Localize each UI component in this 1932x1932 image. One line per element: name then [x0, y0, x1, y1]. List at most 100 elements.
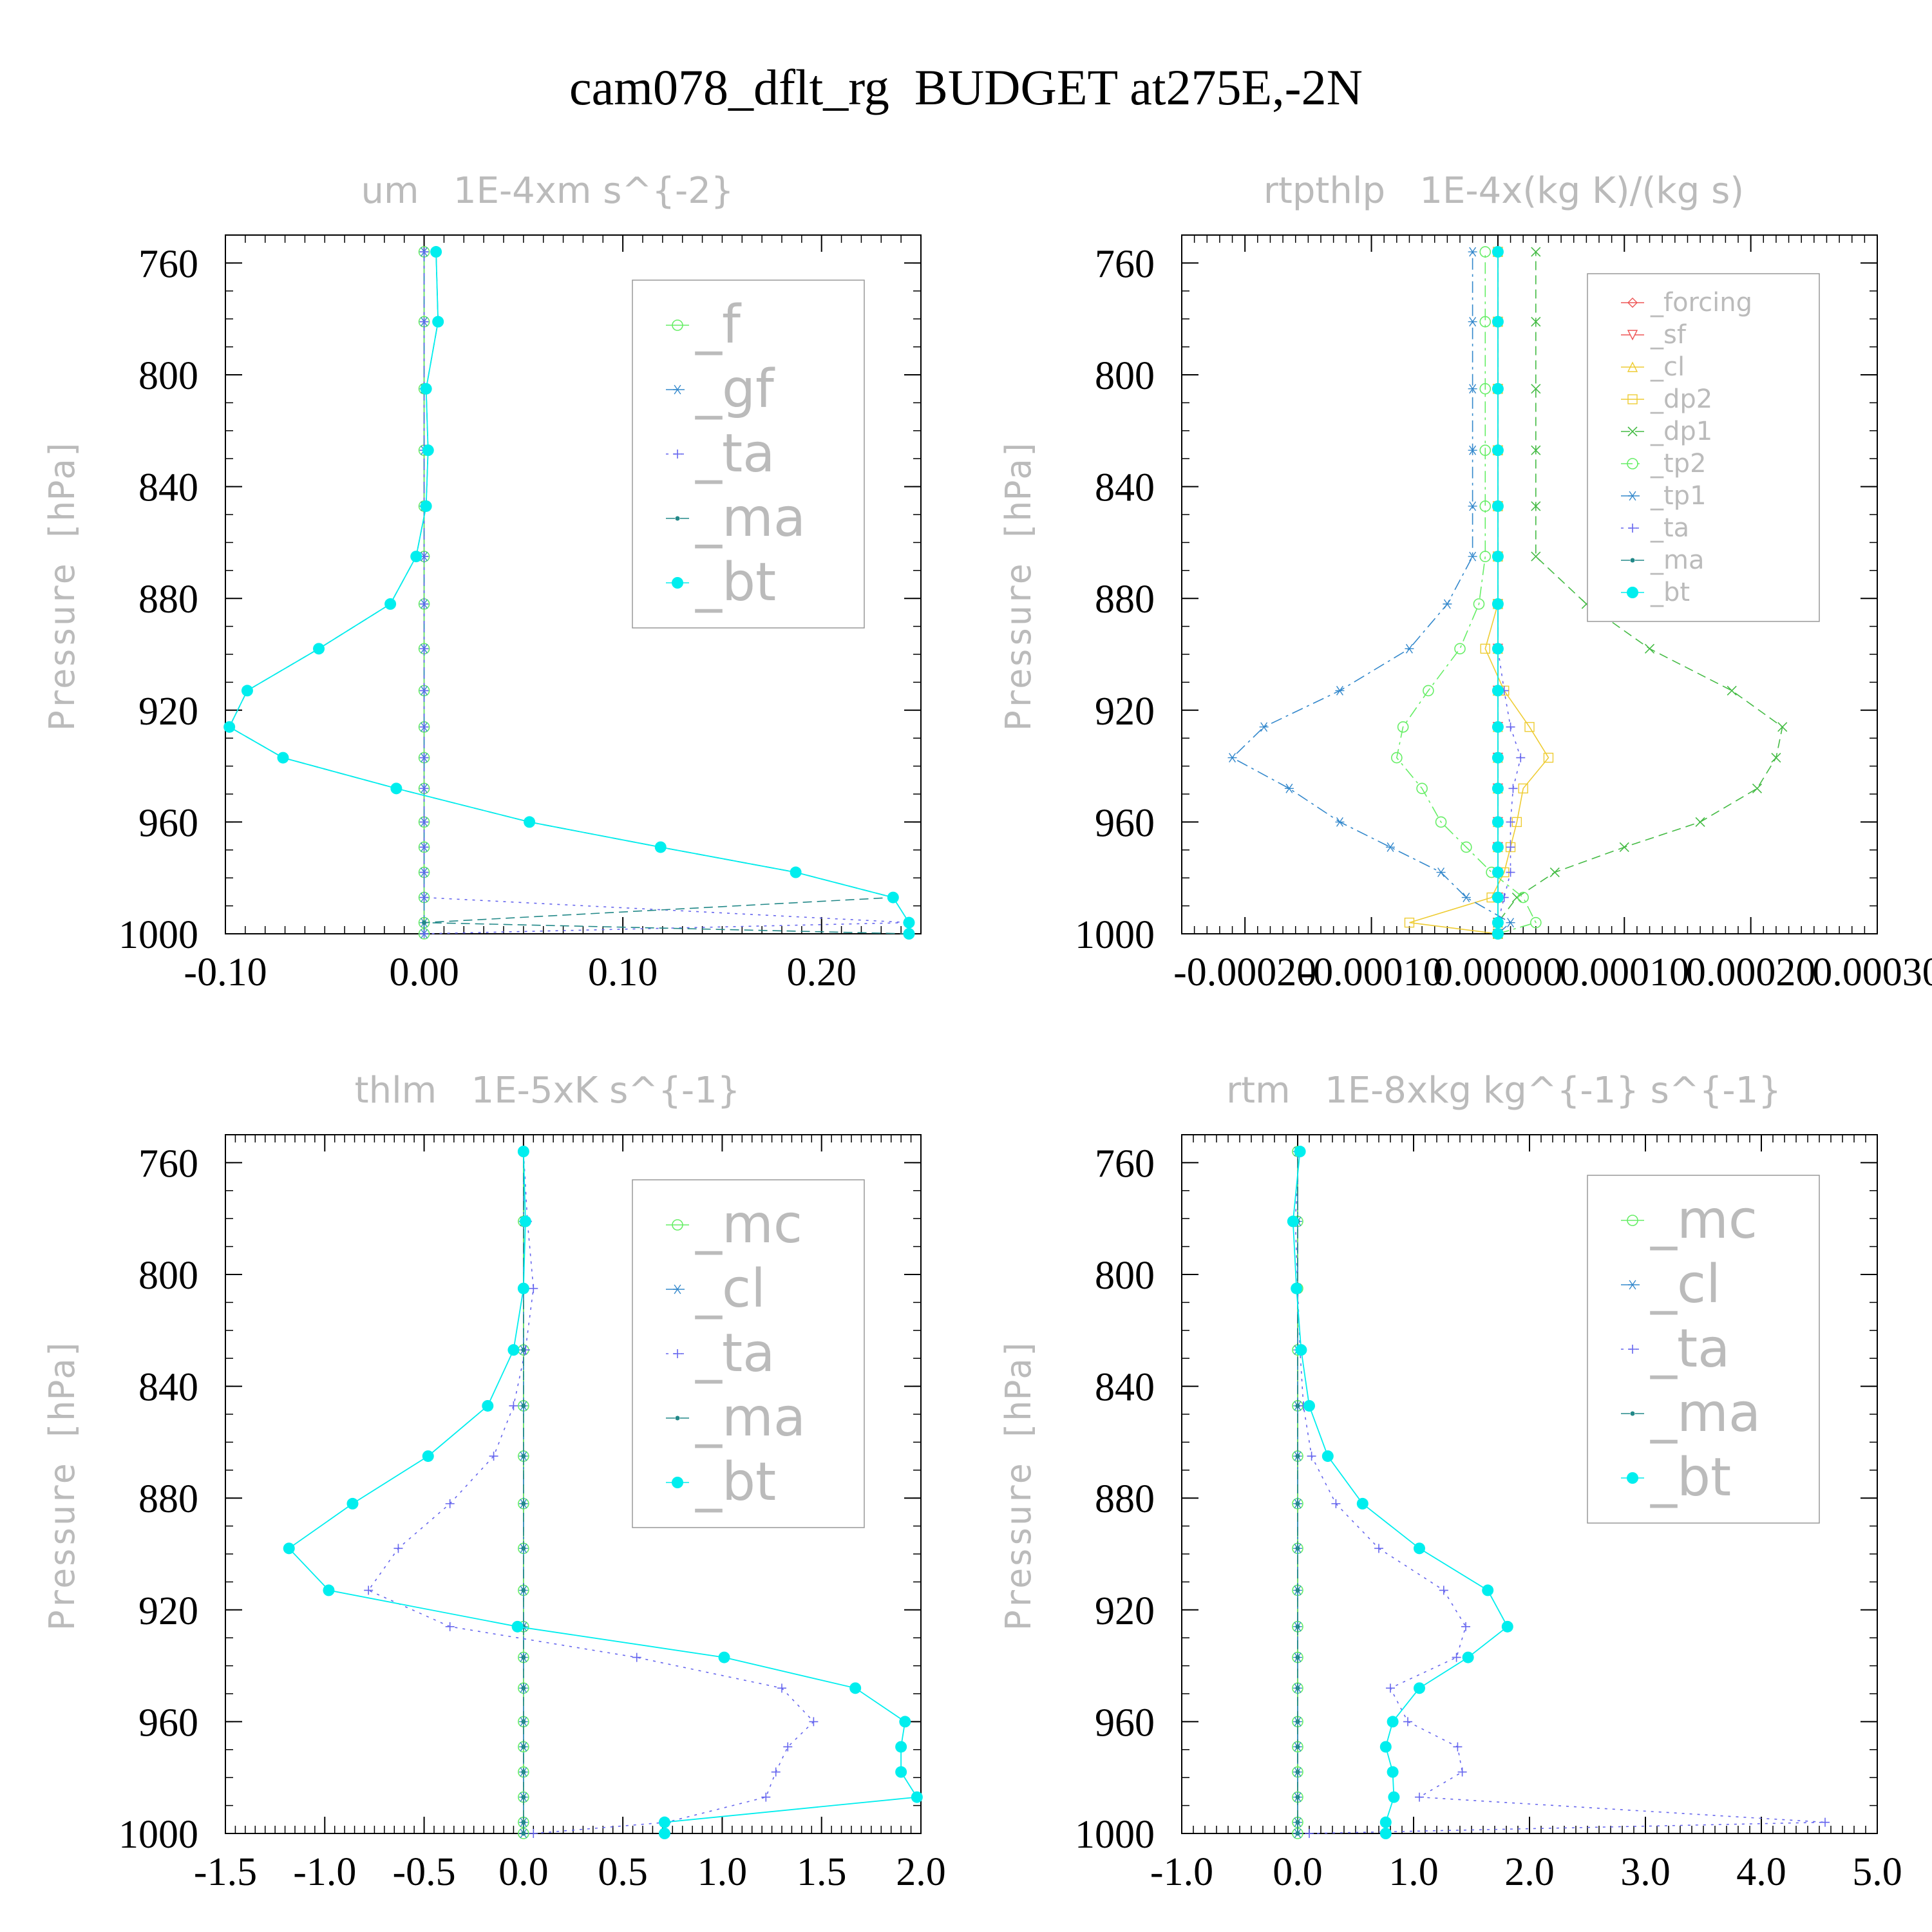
y-tick-label: 920	[1095, 1589, 1155, 1633]
data-point	[1295, 1770, 1300, 1775]
x-tick-label: -0.00010	[1300, 951, 1443, 994]
data-point	[1777, 722, 1788, 732]
data-point	[1492, 598, 1504, 610]
legend-marker	[1627, 458, 1638, 469]
y-tick-label: 840	[1095, 466, 1155, 510]
data-point	[1492, 752, 1504, 764]
data-point	[384, 598, 397, 610]
legend-entry: _bt	[666, 552, 776, 613]
series-ta	[419, 247, 914, 938]
y-axis-label: Pressure [hPa]	[998, 438, 1039, 731]
panel-title: um 1E-4xm s^{-2}	[361, 170, 734, 212]
y-tick-label: 760	[1095, 242, 1155, 286]
data-point	[1295, 1501, 1300, 1506]
legend-marker	[1628, 524, 1637, 533]
data-point	[1492, 841, 1504, 853]
legend-marker	[1627, 298, 1638, 308]
data-point	[1531, 501, 1541, 511]
y-tick-label: 920	[1095, 690, 1155, 734]
data-point	[1287, 1215, 1299, 1227]
data-point	[393, 1544, 403, 1553]
y-tick-label: 960	[1095, 801, 1155, 845]
legend-marker	[673, 1284, 682, 1294]
legend-marker	[675, 516, 680, 521]
panels: um 1E-4xm s^{-2} Pressure [hPa] 760 800 840 8…	[42, 170, 1932, 1894]
data-point	[419, 599, 429, 609]
data-point	[432, 316, 444, 328]
y-tick-label: 800	[138, 1254, 198, 1298]
data-point	[1386, 842, 1395, 852]
legend-label: _ma	[695, 1387, 806, 1448]
data-point	[419, 842, 429, 852]
legend-marker	[1627, 426, 1638, 437]
data-point	[521, 1454, 526, 1459]
data-point	[1492, 816, 1504, 828]
x-tick-label: -0.00020	[1173, 951, 1316, 994]
data-point	[1821, 1817, 1830, 1827]
legend: _forcing _sf_cl_dp2 _dp1 _tp2 _tp1_ta_ma _bt	[1587, 273, 1820, 622]
legend-box	[1587, 1175, 1820, 1524]
data-point	[517, 1146, 529, 1158]
legend-entry: _bt	[1621, 578, 1690, 607]
data-point	[1506, 918, 1515, 928]
data-point	[1259, 722, 1269, 732]
x-tick-label: 2.0	[896, 1850, 946, 1894]
data-point	[489, 1452, 498, 1461]
data-point	[445, 1622, 455, 1631]
data-point	[1295, 1795, 1300, 1800]
data-point	[346, 1497, 359, 1510]
data-point	[903, 916, 915, 929]
data-point	[420, 500, 432, 512]
legend-label: _mc	[1650, 1189, 1757, 1251]
legend-marker	[1627, 1215, 1638, 1226]
data-point	[1524, 722, 1535, 732]
legend-entry: _ma	[666, 488, 806, 549]
x-tick-label: 0.5	[598, 1850, 648, 1894]
legend-box	[632, 1179, 865, 1528]
data-point	[1516, 753, 1526, 762]
data-point	[777, 1683, 786, 1693]
data-point	[658, 1816, 670, 1828]
data-point	[1379, 1816, 1392, 1828]
data-point	[1479, 500, 1492, 512]
x-tick-label: 2.0	[1504, 1850, 1555, 1894]
legend-marker	[1628, 491, 1637, 501]
data-point	[1404, 917, 1415, 928]
data-point	[1468, 445, 1477, 455]
data-point	[521, 1685, 526, 1690]
legend-marker	[673, 450, 682, 459]
legend-label: _bt	[695, 552, 776, 613]
y-tick-label: 760	[138, 242, 198, 286]
x-tick-label: 4.0	[1736, 1850, 1786, 1894]
data-point	[419, 644, 429, 654]
data-point	[1461, 841, 1472, 853]
series-bt	[223, 246, 915, 940]
data-point	[420, 383, 432, 395]
data-point	[1479, 383, 1492, 395]
data-point	[1461, 1622, 1470, 1631]
legend-label: _cl	[1650, 1254, 1721, 1315]
data-point	[654, 841, 667, 853]
data-point	[1462, 1651, 1474, 1663]
y-tick-label: 1000	[118, 913, 198, 957]
legend-entry: _gf	[666, 359, 775, 420]
data-point	[1492, 685, 1504, 697]
data-point	[1305, 1829, 1314, 1838]
data-point	[1492, 444, 1504, 457]
x-tick-label: 0.00000	[1433, 951, 1563, 994]
data-point	[790, 866, 802, 878]
legend-label: _bt	[1650, 578, 1690, 607]
x-tick-label: 0.00010	[1560, 951, 1690, 994]
legend-label: _ta	[1650, 513, 1689, 543]
data-point	[1517, 891, 1529, 904]
legend-label: _ma	[1650, 545, 1704, 575]
data-point	[632, 1653, 641, 1662]
data-point	[1492, 551, 1504, 563]
data-point	[1295, 1587, 1300, 1593]
legend-entry: _ta	[1621, 1318, 1730, 1379]
data-point	[419, 893, 429, 902]
data-point	[529, 1283, 538, 1293]
panel-title: thlm 1E-5xK s^{-1}	[355, 1070, 741, 1112]
data-point	[1492, 928, 1504, 940]
